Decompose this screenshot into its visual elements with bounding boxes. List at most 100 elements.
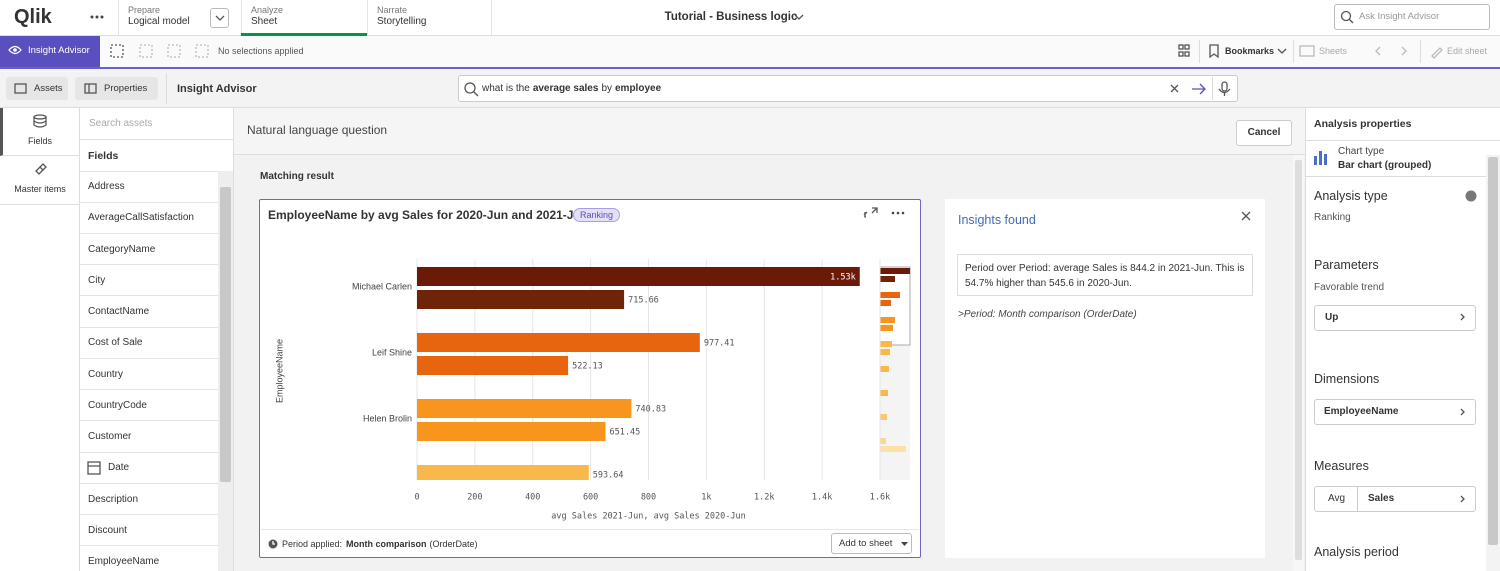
y-axis-title: EmployeeName [274,339,284,403]
properties-button[interactable] [75,77,158,100]
chart-title: EmployeeName by avg Sales for 2020-Jun a… [268,208,589,222]
selections: No selections applied [218,46,304,56]
field-row[interactable] [80,515,218,547]
nav-tab[interactable] [118,0,241,36]
panel-title: Insight Advisor [177,83,257,95]
nav-label: Sheet [251,16,278,27]
assets-search-placeholder: Search assets [89,118,153,129]
search-box[interactable] [1334,4,1490,30]
insight-note: >Period: Month comparison (OrderDate) [958,309,1137,320]
trend-select[interactable] [1314,305,1476,331]
field-row[interactable] [80,171,218,203]
field-row[interactable] [80,328,218,359]
toolbar-divider [1199,40,1200,63]
chart-type-label: Chart type [1338,146,1385,157]
query-divider [1212,77,1213,100]
chart-card [259,199,921,558]
dimension-item[interactable] [1314,399,1476,425]
main-scrollbar-thumb [1295,160,1302,560]
bar [417,290,625,309]
query-text: what is the average sales by employee [482,82,661,96]
period-text: Period applied: [282,539,343,549]
field-name: CountryCode [88,399,147,411]
main-heading: Natural language question [247,123,388,137]
query-box[interactable] [458,75,1238,102]
bar [417,333,700,352]
measure-aggregation: Avg [1328,493,1346,504]
field-row[interactable] [80,484,218,516]
nav-step: Analyze [251,5,284,15]
property-value: Ranking [1314,212,1351,223]
x-tick-label: 0 [414,493,419,503]
nav-dropdown[interactable] [210,8,229,28]
add-to-sheet-label: Add to sheet [839,538,893,549]
field-name: CategoryName [88,243,156,255]
x-tick-label: 1.6k [870,493,890,503]
edit-sheet: Edit sheet [1447,46,1488,56]
properties-title: Analysis properties [1314,118,1412,130]
field-row[interactable] [80,359,218,391]
field-name: ContactName [88,306,150,317]
active-indicator [241,33,367,36]
field-row[interactable] [80,296,218,328]
x-tick-label: 400 [525,493,540,503]
field-row[interactable] [80,265,218,297]
bar [417,422,606,441]
x-tick-label: 1.2k [754,493,774,503]
value-label: 977.41 [704,339,735,349]
cancel-button[interactable] [1236,120,1292,146]
nav-tab[interactable] [367,0,492,36]
period-applied: Period applied: Month comparison (OrderDat… [282,537,478,551]
field-row[interactable] [80,421,218,453]
category-label: Leif Shine [372,347,412,357]
x-tick-label: 600 [583,493,598,503]
measure-item[interactable] [1314,486,1476,512]
insight-advisor-label: Insight Advisor [28,45,90,56]
field-name: City [88,274,106,286]
cancel-label: Cancel [1247,127,1281,138]
query-part: employee [615,83,662,94]
field-name: Customer [88,431,132,442]
main-heading-row [234,108,1305,155]
plot: 1.53k 715.66 977.41 522.13 740.83 651.45 593.6… [416,259,881,481]
section-heading: Dimensions [1314,372,1380,386]
field-row[interactable] [80,234,218,266]
app-title[interactable]: Tutorial - Business logic [664,11,798,23]
nav-label: Storytelling [377,16,427,27]
section-heading: Analysis type [1314,189,1388,203]
period-text: (OrderDate) [429,539,478,549]
nav-label: Logical model [128,16,190,27]
rail-tab[interactable] [0,108,80,156]
properties-panel [1305,108,1500,571]
header [0,0,1500,36]
bar [417,399,632,418]
field-row[interactable] [80,390,218,422]
nav-tab[interactable] [241,0,367,36]
assets-search[interactable] [80,108,234,140]
category-label: Michael Carlen [352,281,412,291]
sheets: Sheets [1319,46,1348,56]
add-to-sheet-button[interactable] [831,533,912,554]
value-label: 651.45 [610,428,641,438]
toolbar-divider [1420,40,1421,63]
field-name: AverageCallSatisfaction [88,212,194,224]
value-label: 593.64 [593,471,624,481]
query-part: average sales [532,83,599,94]
bookmarks[interactable]: Bookmarks [1225,46,1275,56]
measure-name: Sales [1368,493,1395,504]
section-heading: Parameters [1314,258,1379,272]
assets-button[interactable] [6,77,68,100]
field-row[interactable] [80,453,218,484]
fields-heading: Fields [88,150,119,162]
assets-panel [80,108,234,571]
rail-tab[interactable] [0,156,80,205]
insight-box: Period over Period: average Sales is 844… [957,254,1253,296]
x-tick-label: 1.4k [812,493,832,503]
query-part: by [601,83,612,94]
toolbar-accent [0,67,1500,69]
chart-type-value: Bar chart (grouped) [1338,160,1432,171]
field-row[interactable] [80,203,218,234]
property-label: Favorable trend [1314,282,1385,293]
x-tick-label: 1k [701,493,711,503]
